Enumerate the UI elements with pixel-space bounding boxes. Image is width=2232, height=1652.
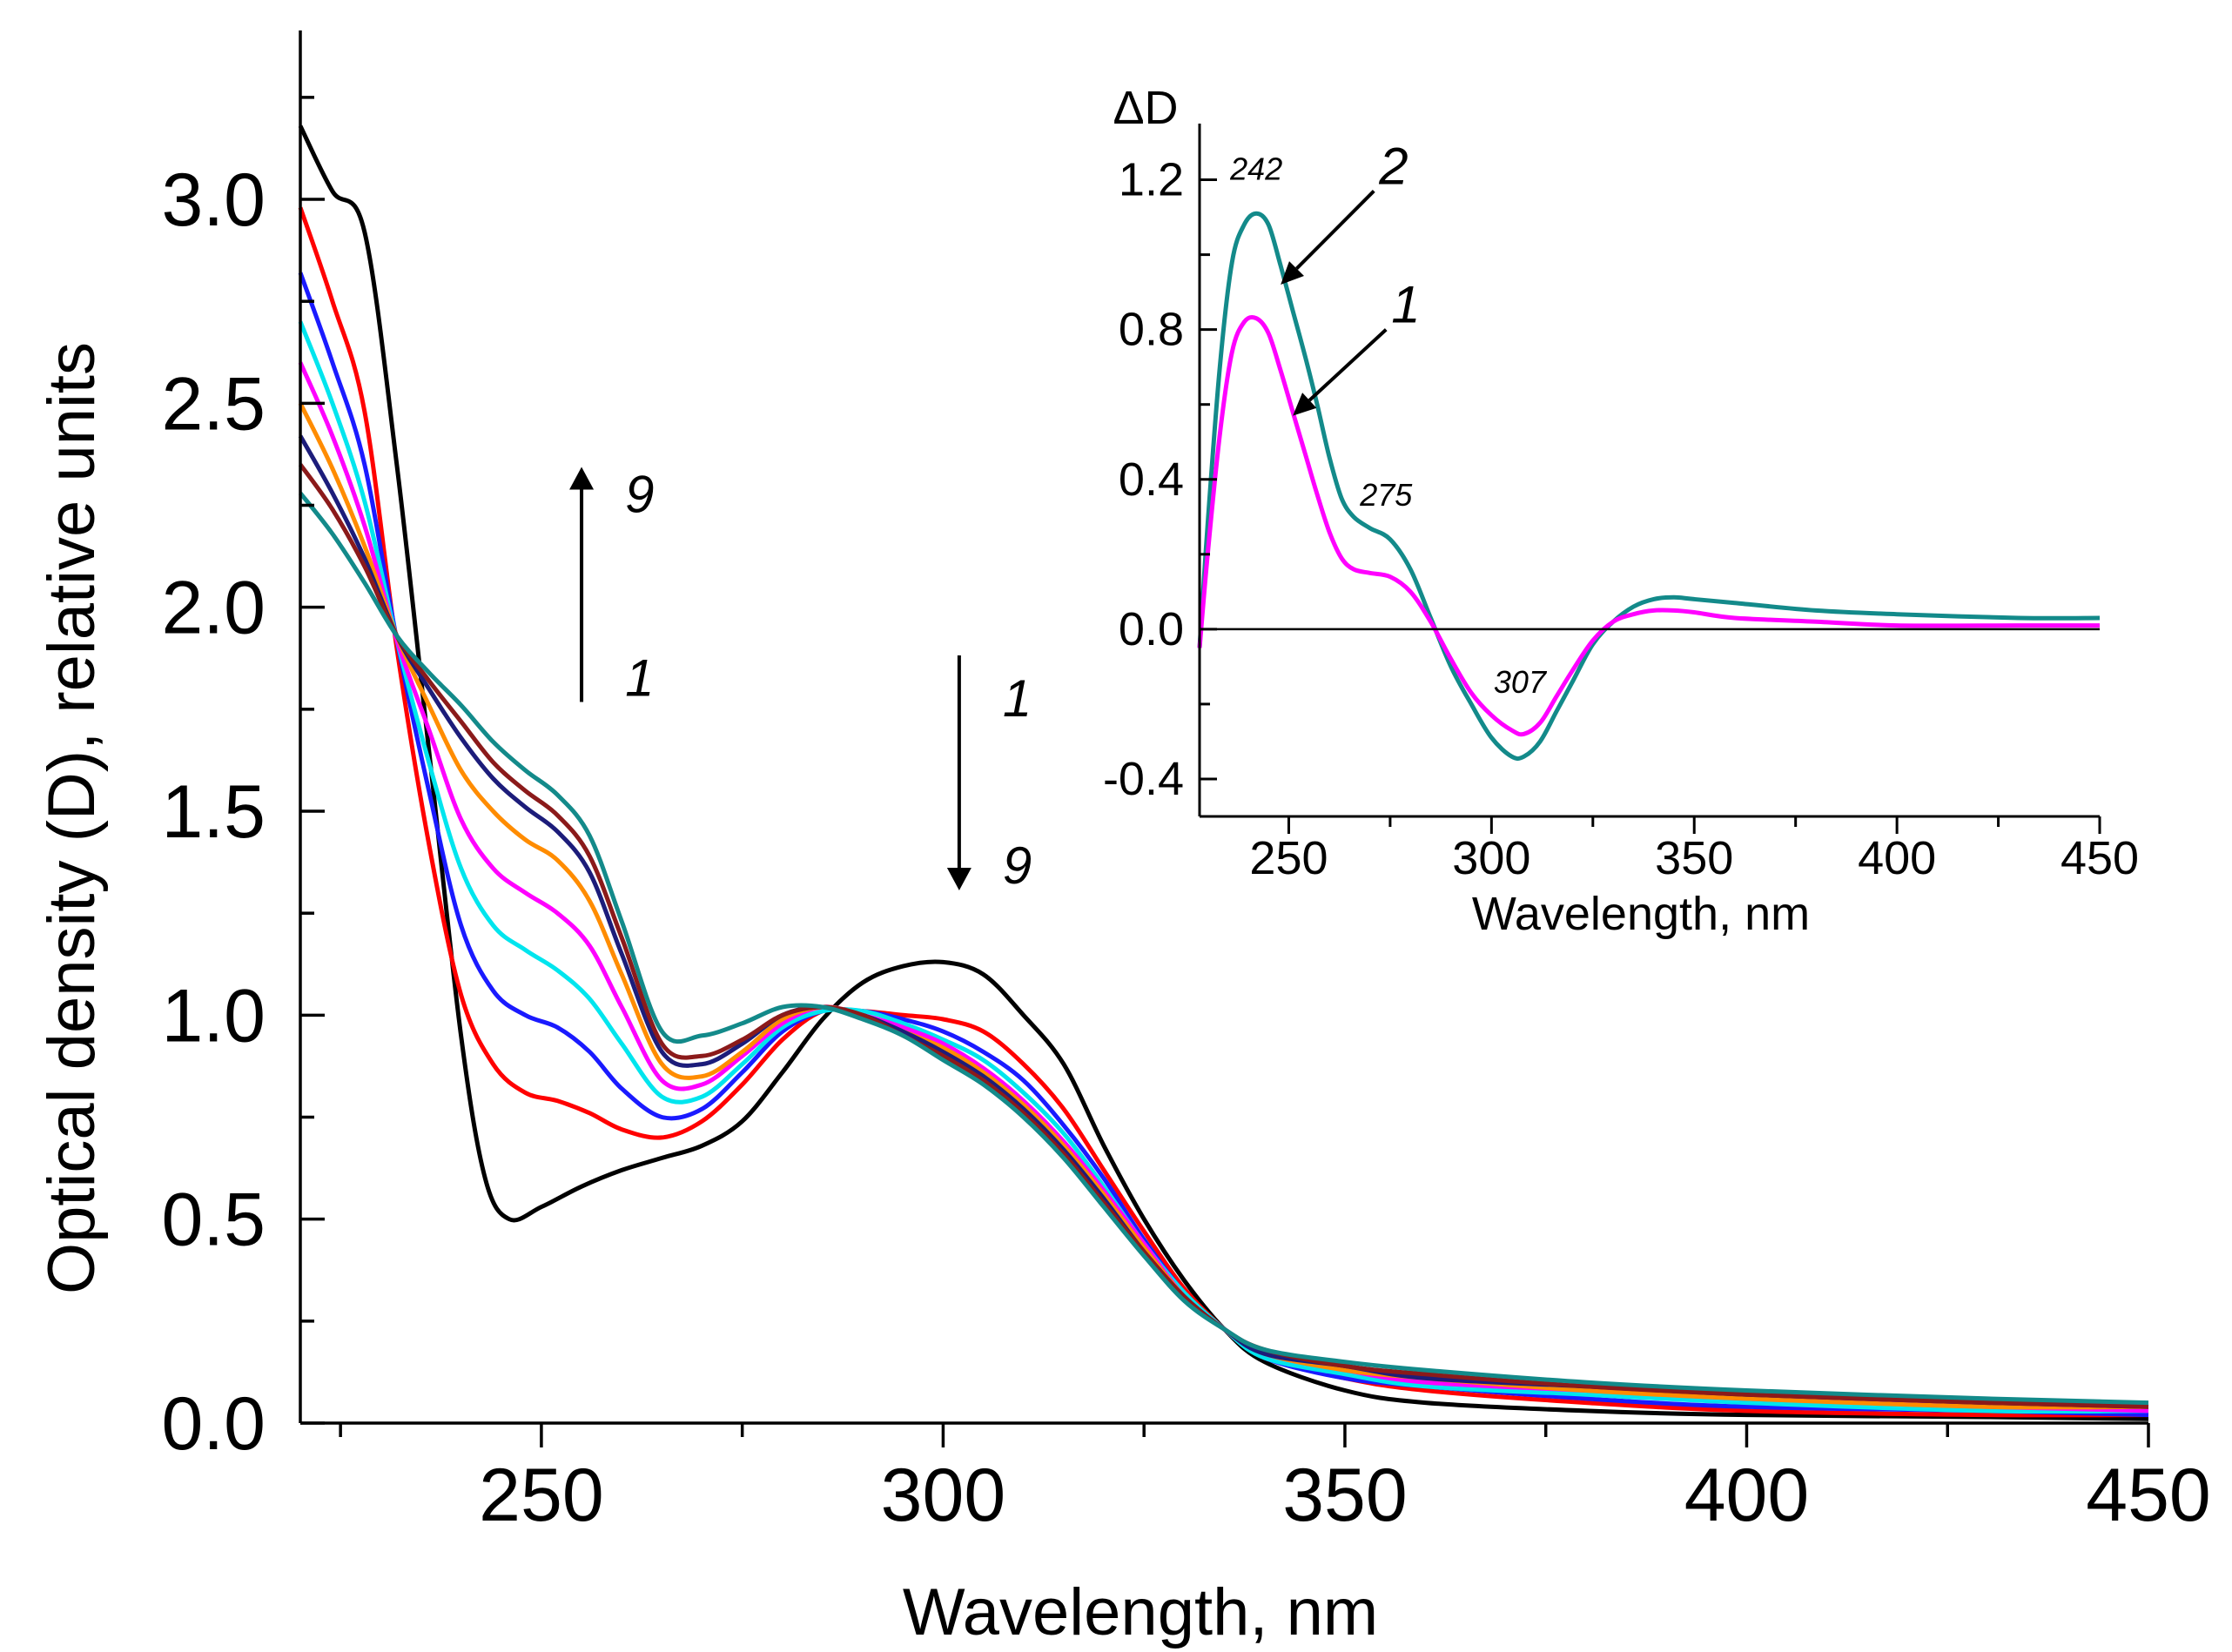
inset-x-tick-label: 450 (2061, 832, 2139, 884)
main-annotations: 9 1 1 9 (569, 465, 1032, 895)
inset-curve-label-2: 2 (1281, 137, 1408, 285)
main-tick-labels: 250 300 350 400 450 0.0 0.5 1.0 1.5 2.0 2.5 3.0 (161, 158, 2210, 1537)
inset-curve-label-1: 1 (1293, 276, 1421, 416)
main-series-5 (298, 361, 2149, 1414)
main-annotation-1: 9 (569, 465, 654, 702)
main-y-axis-title: Optical density (D), relative units (35, 342, 109, 1294)
inset-series-2 (1197, 314, 2100, 737)
inset-series-1 (1197, 211, 2101, 762)
main-axes (299, 30, 2150, 1447)
main-y-tick-label: 0.5 (161, 1179, 266, 1262)
main-y-tick-label: 2.0 (161, 567, 266, 650)
main-y-tick-label: 2.5 (161, 362, 266, 446)
main-y-tick-label: 1.0 (161, 974, 266, 1058)
main-series-8 (298, 463, 2149, 1409)
inset-peak-label: 307 (1494, 664, 1548, 700)
main-arrow-down-icon (946, 867, 971, 890)
main-annotation-label: 1 (625, 648, 654, 707)
inset-label-arrow-icon (1293, 393, 1317, 416)
main-annotation-3: 1 (1003, 669, 1032, 728)
main-y-tick-label: 1.5 (161, 770, 266, 854)
main-chart: 250 300 350 400 450 0.0 0.5 1.0 1.5 2.0 2.5 3.0 9 1 1… (35, 30, 2211, 1649)
main-annotation-label: 9 (625, 465, 654, 523)
inset-chart: 250 300 350 400 450 -0.4 0.0 0.4 0.8 1.2 2 1 242 275… (1103, 82, 2139, 940)
inset-y-axis-title: ΔD (1113, 82, 1178, 134)
main-series-6 (298, 402, 2149, 1410)
inset-x-tick-label: 350 (1655, 832, 1733, 884)
main-annotation-4: 9 (946, 655, 1032, 895)
inset-y-tick-label: 0.8 (1119, 304, 1184, 356)
inset-peak-label: 242 (1229, 151, 1282, 187)
inset-y-tick-label: -0.4 (1103, 753, 1184, 805)
inset-series-group (1197, 211, 2101, 762)
inset-curve-label-text: 1 (1391, 276, 1420, 334)
main-series-group (298, 124, 2149, 1421)
main-series-9 (299, 491, 2149, 1406)
inset-label-arrow-shaft (1295, 190, 1375, 271)
main-annotation-2: 1 (625, 648, 654, 707)
main-y-tick-label: 3.0 (161, 158, 266, 242)
main-series-4 (298, 320, 2149, 1414)
inset-peak-label: 275 (1359, 477, 1413, 513)
main-x-tick-label: 300 (881, 1454, 1006, 1537)
inset-y-tick-label: 0.0 (1119, 603, 1184, 655)
main-y-tick-label: 0.0 (161, 1382, 266, 1466)
inset-x-axis-title: Wavelength, nm (1472, 888, 1810, 940)
main-x-tick-label: 250 (479, 1454, 604, 1537)
inset-x-tick-label: 250 (1249, 832, 1328, 884)
main-x-tick-label: 450 (2086, 1454, 2211, 1537)
inset-annotations: 2 1 242 275 307 (1229, 137, 1548, 700)
main-x-tick-label: 400 (1684, 1454, 1810, 1537)
inset-tick-labels: 250 300 350 400 450 -0.4 0.0 0.4 0.8 1.2 (1103, 154, 2139, 884)
inset-label-arrow-shaft (1308, 328, 1388, 402)
main-arrow-up-icon (569, 467, 595, 490)
inset-axes (1198, 124, 2101, 834)
main-x-axis-title: Wavelength, nm (903, 1575, 1378, 1649)
inset-y-tick-label: 0.4 (1119, 453, 1184, 506)
inset-y-tick-label: 1.2 (1119, 154, 1184, 206)
inset-x-tick-label: 300 (1452, 832, 1530, 884)
main-series-7 (298, 434, 2149, 1409)
inset-curve-label-text: 2 (1378, 137, 1408, 195)
main-annotation-label: 1 (1003, 669, 1032, 728)
main-annotation-label: 9 (1003, 836, 1032, 895)
main-x-tick-label: 350 (1282, 1454, 1408, 1537)
inset-label-arrow-icon (1281, 261, 1305, 285)
inset-x-tick-label: 400 (1858, 832, 1936, 884)
